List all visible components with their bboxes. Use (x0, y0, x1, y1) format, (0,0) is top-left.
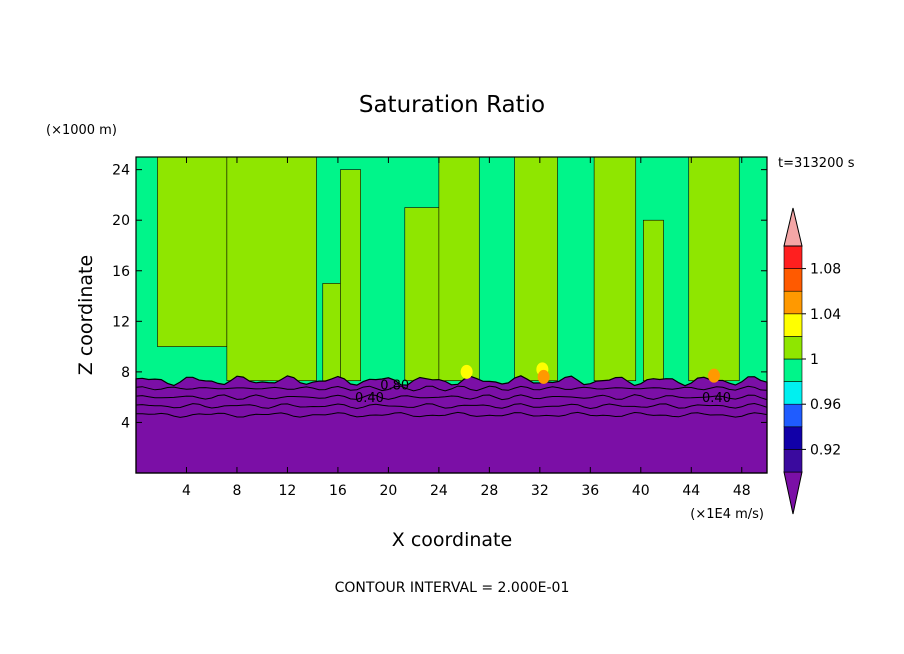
contour-label: 0.80 (380, 379, 409, 394)
y-tick-label: 20 (112, 213, 130, 229)
colorbar-segment (783, 207, 803, 247)
contour-labels: 0.800.40 0.40 (355, 379, 731, 407)
y-tick-label: 24 (112, 163, 130, 179)
contour-lines (135, 385, 768, 418)
x-tick-label: 20 (379, 483, 397, 499)
y-tick-label: 4 (121, 415, 130, 431)
contour-line (135, 402, 768, 410)
colorbar-segment (783, 313, 803, 337)
x-tick-label: 24 (430, 483, 448, 499)
contour-line (135, 411, 768, 418)
y-tick-label: 16 (112, 264, 130, 280)
colorbar-segment (783, 403, 803, 428)
supersaturated-patch (707, 368, 720, 383)
contour-label: 0.40 (355, 391, 384, 406)
x-tick-label: 32 (531, 483, 549, 499)
dry-layer (135, 375, 768, 474)
x-tick-label: 44 (682, 483, 700, 499)
x-tick-label: 16 (329, 483, 347, 499)
x-tick-label: 28 (480, 483, 498, 499)
saturated-band (226, 156, 317, 382)
x-axis-label: X coordinate (392, 529, 512, 551)
colorbar-segment (783, 336, 803, 360)
contour-field (135, 156, 768, 474)
saturated-band (688, 156, 740, 382)
x-tick-label: 4 (182, 483, 191, 499)
x-tick-label: 12 (279, 483, 297, 499)
colorbar-label: 1 (810, 352, 819, 368)
contour-line (135, 385, 768, 392)
colorbar: 0.92 0.96 1 1.04 1.08 (783, 207, 841, 515)
time-label: t=313200 s (778, 156, 855, 171)
x-tick-label: 48 (733, 483, 751, 499)
colorbar-segment (783, 358, 803, 382)
saturated-band (438, 156, 480, 382)
x-axis-ticks: 4 8 12 16 20 24 28 32 36 40 44 48 (182, 157, 751, 499)
y-unit-label: (×1000 m) (46, 123, 117, 138)
contour-interval-footer: CONTOUR INTERVAL = 2.000E-01 (335, 580, 570, 596)
saturated-band (514, 156, 558, 382)
colorbar-segment (783, 426, 803, 450)
colorbar-segment (783, 471, 803, 515)
colorbar-segment (783, 290, 803, 315)
colorbar-label: 1.08 (810, 262, 841, 278)
chart-title: Saturation Ratio (359, 92, 545, 118)
y-axis-label: Z coordinate (75, 255, 97, 375)
colorbar-segment (783, 381, 803, 405)
colorbar-segment (783, 449, 803, 473)
y-tick-label: 12 (112, 314, 130, 330)
x-tick-label: 36 (581, 483, 599, 499)
supersaturated-patch (537, 369, 550, 384)
colorbar-label: 1.04 (810, 307, 841, 323)
y-axis-ticks: 4 8 12 16 20 24 (112, 163, 767, 431)
saturated-band (593, 156, 637, 382)
x-tick-label: 8 (232, 483, 241, 499)
y-tick-label: 8 (121, 365, 130, 381)
colorbar-segment (783, 245, 803, 269)
contour-label: 0.40 (702, 391, 731, 406)
saturated-band (340, 169, 361, 382)
colorbar-segment (783, 268, 803, 292)
x-tick-label: 40 (632, 483, 650, 499)
supersaturated-patch (460, 364, 473, 379)
plot-frame (135, 156, 768, 474)
contour-line (135, 394, 768, 401)
colorbar-label: 0.96 (810, 397, 841, 413)
saturated-band (157, 156, 228, 347)
colorbar-label: 0.92 (810, 442, 841, 458)
x-unit-label: (×1E4 m/s) (690, 507, 764, 522)
saturated-band (643, 219, 664, 382)
